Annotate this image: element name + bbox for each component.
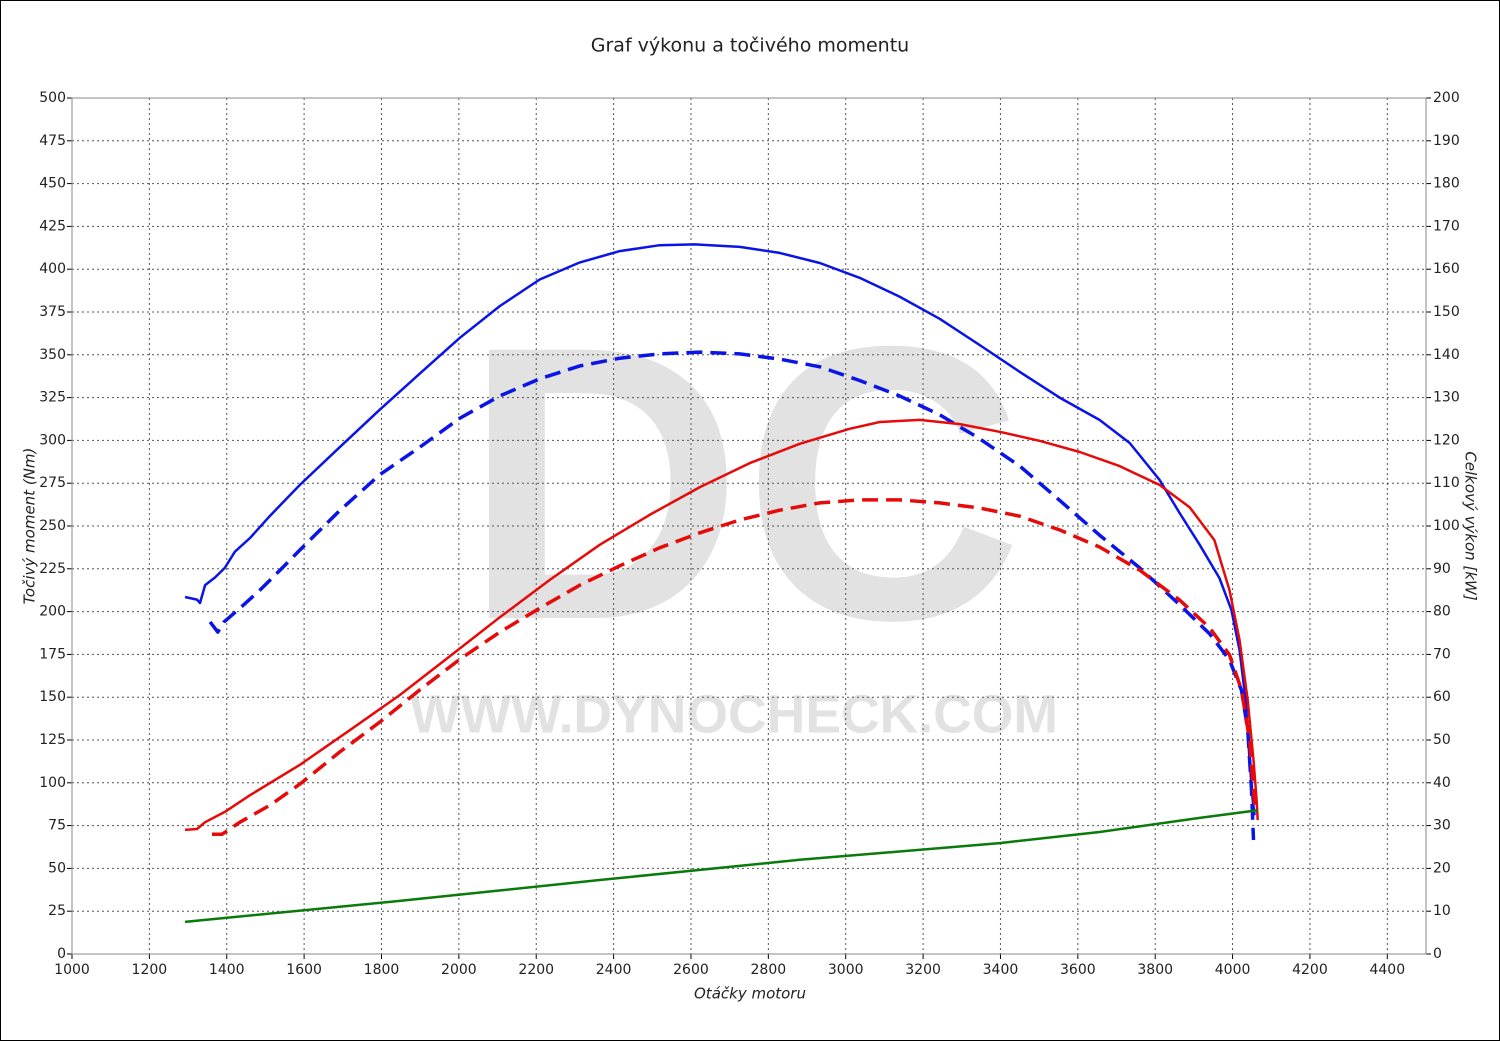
y-tick-label: 0 bbox=[57, 946, 66, 962]
y2-tick-label: 10 bbox=[1433, 903, 1451, 919]
series-line bbox=[184, 243, 1256, 816]
y-tick-label: 75 bbox=[48, 818, 66, 834]
y2-tick-label: 0 bbox=[1433, 946, 1442, 962]
y2-tick-label: 160 bbox=[1433, 261, 1460, 277]
y2-axis-label: Celkový výkon [kW] bbox=[1462, 451, 1480, 601]
y-tick-label: 275 bbox=[39, 475, 66, 491]
y-tick-label: 200 bbox=[39, 604, 66, 620]
series-line bbox=[208, 350, 1256, 841]
y2-tick-label: 70 bbox=[1433, 646, 1451, 662]
y-tick-label: 125 bbox=[39, 732, 66, 748]
y-tick-label: 325 bbox=[39, 390, 66, 406]
x-tick-label: 3000 bbox=[828, 962, 864, 978]
y-tick-label: 100 bbox=[39, 775, 66, 791]
x-tick-label: 3600 bbox=[1060, 962, 1096, 978]
y2-tick-label: 90 bbox=[1433, 561, 1451, 577]
y-tick-label: 175 bbox=[39, 646, 66, 662]
y2-tick-label: 60 bbox=[1433, 689, 1451, 705]
series-line bbox=[212, 498, 1258, 836]
y2-tick-label: 170 bbox=[1433, 218, 1460, 234]
y-tick-label: 25 bbox=[48, 903, 66, 919]
y2-tick-label: 110 bbox=[1433, 475, 1460, 491]
series-line bbox=[184, 418, 1259, 832]
x-tick-label: 2400 bbox=[596, 962, 632, 978]
y-tick-label: 375 bbox=[39, 304, 66, 320]
y2-tick-label: 120 bbox=[1433, 432, 1460, 448]
x-tick-label: 1800 bbox=[364, 962, 400, 978]
x-tick-label: 1400 bbox=[209, 962, 245, 978]
x-tick-label: 1600 bbox=[286, 962, 322, 978]
x-tick-label: 4000 bbox=[1215, 962, 1251, 978]
y2-tick-label: 50 bbox=[1433, 732, 1451, 748]
y2-tick-label: 180 bbox=[1433, 176, 1460, 192]
y2-tick-label: 190 bbox=[1433, 133, 1460, 149]
y-tick-label: 400 bbox=[39, 261, 66, 277]
series-line bbox=[184, 808, 1258, 924]
y2-tick-label: 20 bbox=[1433, 860, 1451, 876]
x-tick-label: 3800 bbox=[1137, 962, 1173, 978]
x-tick-label: 3200 bbox=[905, 962, 941, 978]
y2-tick-label: 150 bbox=[1433, 304, 1460, 320]
y-tick-label: 450 bbox=[39, 176, 66, 192]
y2-tick-label: 200 bbox=[1433, 90, 1460, 106]
y2-tick-label: 100 bbox=[1433, 518, 1460, 534]
x-tick-label: 4200 bbox=[1292, 962, 1328, 978]
y-tick-label: 300 bbox=[39, 432, 66, 448]
y-tick-label: 350 bbox=[39, 347, 66, 363]
x-tick-label: 2600 bbox=[673, 962, 709, 978]
x-tick-label: 3400 bbox=[983, 962, 1019, 978]
y2-tick-label: 80 bbox=[1433, 604, 1451, 620]
watermark-url: WWW.DYNOCHECK.COM bbox=[410, 684, 1058, 744]
plot-frame bbox=[71, 97, 1427, 955]
y-tick-label: 475 bbox=[39, 133, 66, 149]
x-tick-label: 1000 bbox=[54, 962, 90, 978]
x-axis-label: Otáčky motoru bbox=[694, 985, 806, 1003]
y-axis-label: Točivý moment (Nm) bbox=[21, 448, 39, 605]
chart-title: Graf výkonu a točivého momentu bbox=[591, 35, 909, 57]
x-tick-label: 1200 bbox=[132, 962, 168, 978]
y2-tick-label: 40 bbox=[1433, 775, 1451, 791]
y-tick-label: 225 bbox=[39, 561, 66, 577]
x-tick-label: 2800 bbox=[751, 962, 787, 978]
y2-tick-label: 30 bbox=[1433, 818, 1451, 834]
y-tick-label: 425 bbox=[39, 218, 66, 234]
x-tick-label: 4400 bbox=[1369, 962, 1405, 978]
y2-tick-label: 130 bbox=[1433, 390, 1460, 406]
y-tick-label: 250 bbox=[39, 518, 66, 534]
y-tick-label: 500 bbox=[39, 90, 66, 106]
y-tick-label: 150 bbox=[39, 689, 66, 705]
x-tick-label: 2200 bbox=[518, 962, 554, 978]
y-tick-label: 50 bbox=[48, 860, 66, 876]
x-tick-label: 2000 bbox=[441, 962, 477, 978]
y2-tick-label: 140 bbox=[1433, 347, 1460, 363]
